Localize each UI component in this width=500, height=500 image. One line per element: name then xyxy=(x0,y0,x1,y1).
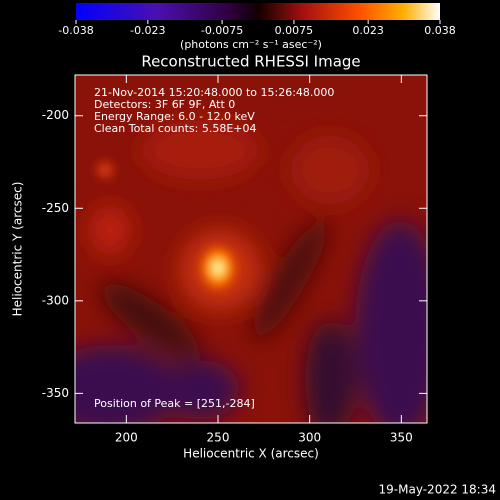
y-tick-label: -300 xyxy=(42,293,69,307)
peak-label: Position of Peak = [251,-284] xyxy=(94,397,255,410)
colorbar-tick-label: -0.0075 xyxy=(201,24,243,37)
colorbar-tick-label: -0.023 xyxy=(130,24,165,37)
image xyxy=(75,75,427,423)
timestamp: 19-May-2022 18:34 xyxy=(379,483,496,497)
colorbar-tick-label: 0.038 xyxy=(424,24,456,37)
annotation: 21-Nov-2014 15:20:48.000 to 15:26:48.000 xyxy=(94,86,334,99)
y-tick-label: -200 xyxy=(42,108,69,122)
plot-frame xyxy=(74,74,428,424)
x-tick-label: 300 xyxy=(298,431,321,445)
annotation: Clean Total counts: 5.58E+04 xyxy=(94,122,257,135)
colorbar xyxy=(76,3,440,20)
x-axis-label: Heliocentric X (arcsec) xyxy=(183,447,319,461)
colorbar-tick-label: 0.0075 xyxy=(275,24,314,37)
x-tick-label: 350 xyxy=(390,431,413,445)
colorbar-label: (photons cm⁻² s⁻¹ asec⁻²) xyxy=(180,38,322,51)
x-tick-label: 250 xyxy=(207,431,230,445)
x-tick-label: 200 xyxy=(115,431,138,445)
annotation: Detectors: 3F 6F 9F, Att 0 xyxy=(94,98,235,111)
colorbar-tick-label: 0.023 xyxy=(352,24,384,37)
colorbar-tick-label: -0.038 xyxy=(58,24,93,37)
y-axis-label: Heliocentric Y (arcsec) xyxy=(11,182,25,317)
y-tick-label: -350 xyxy=(42,386,69,400)
chart-title: Reconstructed RHESSI Image xyxy=(141,53,360,71)
annotation: Energy Range: 6.0 - 12.0 keV xyxy=(94,110,255,123)
y-tick-label: -250 xyxy=(42,201,69,215)
